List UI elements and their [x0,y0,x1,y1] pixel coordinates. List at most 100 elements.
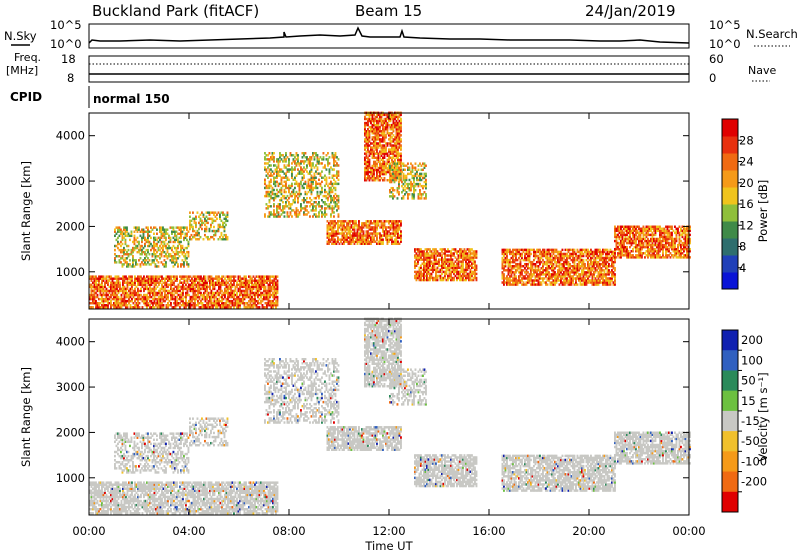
power-cell [400,134,402,137]
power-cell [150,263,152,266]
power-cell [395,121,398,125]
power-cell [453,268,455,272]
power-cell [155,277,157,280]
power-cell [182,293,184,297]
power-cell [397,146,399,149]
power-cell [96,295,99,299]
power-cell [251,287,253,291]
power-cell [169,252,172,256]
power-cell [333,211,335,214]
power-cell [389,125,392,129]
power-cell [362,224,365,227]
power-cell [228,285,231,289]
power-cell [276,295,279,299]
power-cell [397,132,399,135]
power-cell [111,297,114,301]
power-cell [203,304,205,307]
power-cell [417,250,419,253]
power-cell [129,279,132,282]
power-cell [273,209,275,212]
power-cell [322,158,325,161]
power-cell [465,256,467,259]
power-cell [294,166,296,169]
power-cell [427,270,430,274]
power-cell [182,283,184,287]
power-cell [307,158,310,161]
power-cell [350,224,353,227]
power-cell [117,279,120,282]
power-cell [197,281,199,284]
power-cell [337,220,339,223]
power-cell [350,236,353,239]
power-cell [433,260,436,263]
power-cell [292,154,295,157]
power-cell [365,146,368,149]
power-cell [291,174,293,177]
power-cell [301,207,304,210]
power-cell [205,235,208,239]
power-cell [198,221,200,225]
power-cell [150,283,153,287]
power-cell [260,275,262,278]
power-cell [519,279,522,282]
power-cell [255,306,258,309]
power-cell [152,275,154,278]
power-cell [404,188,406,192]
power-cell [332,226,335,229]
power-cell [213,285,216,289]
power-cell [185,297,187,301]
power-cell [364,156,366,159]
power-cell [441,254,443,257]
power-cell [213,299,216,303]
power-cell [404,164,406,167]
power-cell [177,232,179,235]
power-cell [186,279,189,282]
power-cell [413,184,415,188]
power-cell [462,262,464,265]
power-cell [325,194,328,198]
power-cell [385,228,387,231]
power-cell [436,260,439,263]
power-cell [159,238,161,242]
power-cell [210,277,213,280]
power-cell [389,152,392,155]
power-cell [121,248,124,252]
power-cell [527,281,529,284]
power-cell [132,250,134,254]
power-cell [349,222,351,225]
power-cell [195,231,197,235]
power-cell [405,174,408,178]
power-cell [212,301,214,305]
power-cell [166,246,169,250]
power-cell [324,215,326,218]
power-cell [164,277,166,280]
power-cell [396,176,399,180]
power-cell [114,275,117,278]
power-cell [373,168,375,172]
power-cell [277,194,280,198]
power-cell [373,138,375,141]
power-cell [194,277,196,280]
power-cell [301,152,304,155]
power-cell [313,196,316,200]
power-cell [264,213,266,216]
power-cell [507,283,510,286]
power-cell [295,154,298,157]
power-cell [216,297,219,301]
power-cell [389,179,392,182]
power-cell [126,263,128,266]
power-cell [221,304,223,307]
power-cell [534,283,537,286]
power-cell [237,277,240,280]
power-cell [224,301,226,305]
power-cell [328,176,331,179]
power-cell [392,188,394,192]
power-cell [367,238,369,241]
power-cell [374,115,377,119]
power-cell [245,277,247,280]
power-cell [330,190,332,194]
power-cell [144,281,147,284]
power-cell [445,270,448,274]
power-cell [138,240,140,244]
power-cell [117,291,120,295]
